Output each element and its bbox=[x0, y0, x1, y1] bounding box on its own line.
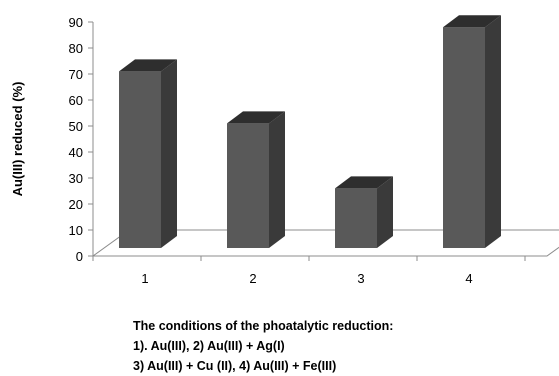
x-tick-label: 1 bbox=[141, 271, 148, 286]
y-tick-label: 0 bbox=[76, 249, 83, 264]
y-axis-title: Au(III) reduced (%) bbox=[10, 82, 25, 197]
bar-4 bbox=[443, 15, 501, 249]
x-tick-label: 4 bbox=[465, 271, 472, 286]
bar-2 bbox=[227, 111, 285, 249]
y-axis: 0 10 20 30 40 50 60 70 80 90 bbox=[69, 15, 94, 264]
y-tick-label: 70 bbox=[69, 67, 83, 82]
bar-side bbox=[377, 176, 393, 248]
bar-top bbox=[335, 176, 393, 189]
figure-caption: The conditions of the phoatalytic reduct… bbox=[133, 316, 553, 376]
y-tick-label: 50 bbox=[69, 119, 83, 134]
bar-top bbox=[227, 111, 285, 124]
y-tick-label: 40 bbox=[69, 145, 83, 160]
bar-front bbox=[335, 188, 377, 248]
y-tick-label: 90 bbox=[69, 15, 83, 30]
y-tick-label: 20 bbox=[69, 197, 83, 212]
bar-1 bbox=[119, 59, 177, 249]
y-tick-label: 80 bbox=[69, 41, 83, 56]
bar-3 bbox=[335, 176, 393, 248]
bars bbox=[119, 15, 501, 249]
caption-line-1: The conditions of the phoatalytic reduct… bbox=[133, 319, 394, 333]
bar-chart: 0 10 20 30 40 50 60 70 80 90 1 2 3 4 Au(III) reduced… bbox=[10, 15, 559, 286]
y-tick-label: 10 bbox=[69, 223, 83, 238]
x-tick-label: 2 bbox=[249, 271, 256, 286]
bar-side bbox=[269, 111, 285, 249]
bar-top bbox=[119, 59, 177, 72]
bar-front bbox=[443, 27, 485, 249]
y-tick-label: 30 bbox=[69, 171, 83, 186]
bar-side bbox=[161, 59, 177, 249]
x-tick-label: 3 bbox=[357, 271, 364, 286]
x-axis: 1 2 3 4 bbox=[92, 255, 547, 286]
y-tick-label: 60 bbox=[69, 93, 83, 108]
caption-line-3: 3) Au(III) + Cu (II), 4) Au(III) + Fe(II… bbox=[133, 359, 337, 373]
bar-front bbox=[119, 71, 161, 249]
bar-front bbox=[227, 123, 269, 248]
caption-line-2: 1). Au(III), 2) Au(III) + Ag(I) bbox=[133, 339, 285, 353]
bar-side bbox=[485, 15, 501, 249]
bar-top bbox=[443, 15, 501, 28]
